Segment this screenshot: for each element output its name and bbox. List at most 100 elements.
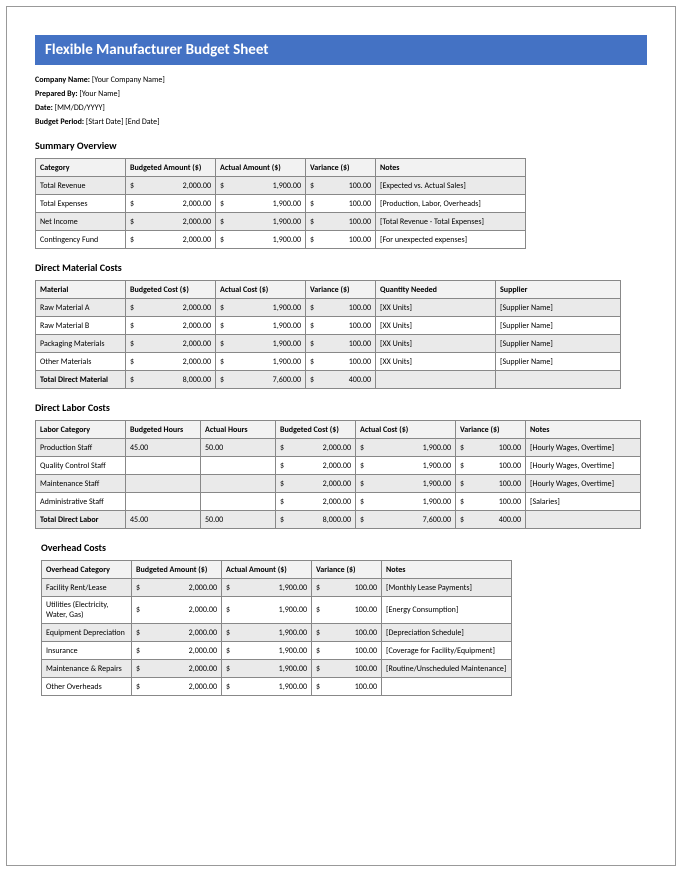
column-header: Overhead Category: [42, 561, 132, 579]
table-cell: $100.00: [306, 195, 376, 213]
table-cell: [376, 371, 496, 389]
column-header: Variance ($): [456, 421, 526, 439]
column-header: Variance ($): [312, 561, 382, 579]
table-cell: Facility Rent/Lease: [42, 579, 132, 597]
table-cell: $100.00: [312, 642, 382, 660]
table-cell: [Depreciation Schedule]: [382, 624, 512, 642]
table-cell: [201, 493, 276, 511]
column-header: Actual Amount ($): [216, 159, 306, 177]
table-cell: Administrative Staff: [36, 493, 126, 511]
table-cell: $100.00: [456, 457, 526, 475]
table-cell: $2,000.00: [132, 624, 222, 642]
table-row: Production Staff45.0050.00$2,000.00$1,90…: [36, 439, 641, 457]
table-cell: $2,000.00: [126, 317, 216, 335]
table-row: Contingency Fund$2,000.00$1,900.00$100.0…: [36, 231, 526, 249]
table-cell: [Production, Labor, Overheads]: [376, 195, 526, 213]
column-header: Actual Cost ($): [216, 281, 306, 299]
table-cell: [Energy Consumption]: [382, 597, 512, 624]
table-row: Administrative Staff$2,000.00$1,900.00$1…: [36, 493, 641, 511]
column-header: Budgeted Hours: [126, 421, 201, 439]
table-cell: [XX Units]: [376, 299, 496, 317]
table-cell: $400.00: [456, 511, 526, 529]
info-value: [MM/DD/YYYY]: [55, 103, 105, 113]
table-cell: [Routine/Unscheduled Maintenance]: [382, 660, 512, 678]
table-cell: [Supplier Name]: [496, 353, 621, 371]
table-row: Packaging Materials$2,000.00$1,900.00$10…: [36, 335, 621, 353]
table-cell: Maintenance Staff: [36, 475, 126, 493]
column-header: Actual Cost ($): [356, 421, 456, 439]
table-row: Other Overheads$2,000.00$1,900.00$100.00: [42, 678, 512, 696]
table-cell: Packaging Materials: [36, 335, 126, 353]
table-cell: [Hourly Wages, Overtime]: [526, 457, 641, 475]
column-header: Notes: [382, 561, 512, 579]
page-title: Flexible Manufacturer Budget Sheet: [35, 35, 647, 65]
column-header: Actual Hours: [201, 421, 276, 439]
table-cell: [Hourly Wages, Overtime]: [526, 475, 641, 493]
column-header: Budgeted Amount ($): [132, 561, 222, 579]
table-row: Maintenance & Repairs$2,000.00$1,900.00$…: [42, 660, 512, 678]
table-cell: $2,000.00: [132, 660, 222, 678]
column-header: Supplier: [496, 281, 621, 299]
column-header: Budgeted Amount ($): [126, 159, 216, 177]
column-header: Actual Amount ($): [222, 561, 312, 579]
table-cell: $100.00: [306, 353, 376, 371]
table-cell: Production Staff: [36, 439, 126, 457]
info-period: Budget Period: [Start Date] [End Date]: [35, 117, 647, 127]
info-prepared: Prepared By: [Your Name]: [35, 89, 647, 99]
summary-table: CategoryBudgeted Amount ($)Actual Amount…: [35, 158, 526, 249]
table-cell: $1,900.00: [222, 579, 312, 597]
table-cell: $2,000.00: [126, 195, 216, 213]
table-row: Equipment Depreciation$2,000.00$1,900.00…: [42, 624, 512, 642]
table-cell: $100.00: [456, 439, 526, 457]
table-cell: $1,900.00: [356, 493, 456, 511]
table-cell: $8,000.00: [276, 511, 356, 529]
table-cell: $100.00: [306, 317, 376, 335]
table-row: Quality Control Staff$2,000.00$1,900.00$…: [36, 457, 641, 475]
info-value: [Your Name]: [79, 89, 120, 99]
table-cell: [For unexpected expenses]: [376, 231, 526, 249]
table-cell: $1,900.00: [216, 317, 306, 335]
section-title-summary: Summary Overview: [35, 139, 647, 152]
table-cell: Total Expenses: [36, 195, 126, 213]
table-row: Net Income$2,000.00$1,900.00$100.00[Tota…: [36, 213, 526, 231]
table-cell: [496, 371, 621, 389]
table-cell: $100.00: [312, 624, 382, 642]
table-cell: [201, 475, 276, 493]
table-cell: $1,900.00: [356, 475, 456, 493]
table-row: Insurance$2,000.00$1,900.00$100.00[Cover…: [42, 642, 512, 660]
table-cell: $2,000.00: [132, 597, 222, 624]
table-cell: $2,000.00: [126, 353, 216, 371]
info-label: Budget Period:: [35, 117, 84, 127]
table-cell: $1,900.00: [216, 231, 306, 249]
table-cell: [Expected vs. Actual Sales]: [376, 177, 526, 195]
table-cell: [XX Units]: [376, 353, 496, 371]
table-cell: $100.00: [306, 231, 376, 249]
info-label: Prepared By:: [35, 89, 78, 99]
table-cell: $100.00: [306, 335, 376, 353]
table-cell: $100.00: [312, 678, 382, 696]
column-header: Notes: [376, 159, 526, 177]
table-cell: [Supplier Name]: [496, 335, 621, 353]
column-header: Category: [36, 159, 126, 177]
table-cell: $1,900.00: [216, 177, 306, 195]
column-header: Variance ($): [306, 281, 376, 299]
table-cell: $2,000.00: [126, 231, 216, 249]
table-row: Total Direct Labor45.0050.00$8,000.00$7,…: [36, 511, 641, 529]
table-cell: $2,000.00: [126, 299, 216, 317]
column-header: Labor Category: [36, 421, 126, 439]
table-cell: $1,900.00: [216, 213, 306, 231]
table-cell: $2,000.00: [132, 579, 222, 597]
table-cell: $2,000.00: [126, 335, 216, 353]
table-cell: $1,900.00: [356, 457, 456, 475]
table-cell: $2,000.00: [276, 493, 356, 511]
table-cell: [Monthly Lease Payments]: [382, 579, 512, 597]
table-cell: [Salaries]: [526, 493, 641, 511]
table-row: Utilities (Electricity, Water, Gas)$2,00…: [42, 597, 512, 624]
table-cell: $100.00: [456, 475, 526, 493]
table-cell: $100.00: [306, 213, 376, 231]
table-cell: $100.00: [312, 597, 382, 624]
info-date: Date: [MM/DD/YYYY]: [35, 103, 647, 113]
table-cell: $7,600.00: [356, 511, 456, 529]
table-cell: 50.00: [201, 439, 276, 457]
table-cell: [XX Units]: [376, 335, 496, 353]
